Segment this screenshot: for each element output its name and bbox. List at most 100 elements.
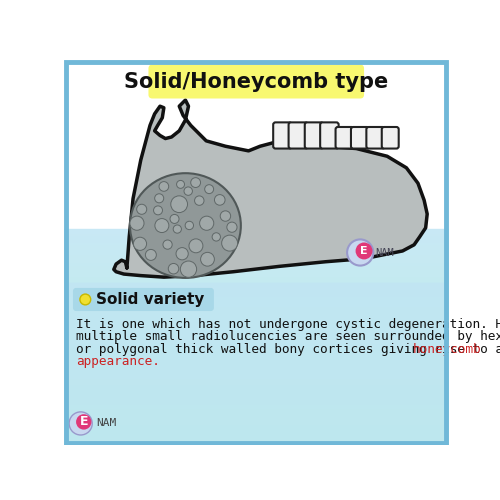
Bar [64, 437, 449, 440]
Bar [64, 310, 449, 313]
Circle shape [154, 206, 162, 215]
Bar [64, 424, 449, 426]
Circle shape [222, 235, 238, 251]
Circle shape [69, 412, 92, 435]
Circle shape [227, 222, 237, 232]
Ellipse shape [130, 173, 241, 278]
Circle shape [184, 187, 192, 196]
Bar [64, 388, 449, 391]
Bar [64, 256, 449, 259]
Circle shape [347, 240, 374, 266]
Bar [64, 402, 449, 404]
FancyBboxPatch shape [351, 127, 370, 148]
Bar [64, 346, 449, 348]
Polygon shape [114, 100, 427, 277]
Circle shape [171, 196, 188, 212]
Bar [64, 412, 449, 416]
Bar [64, 334, 449, 337]
Bar [64, 408, 449, 410]
Bar [64, 386, 449, 388]
FancyBboxPatch shape [64, 282, 449, 445]
FancyBboxPatch shape [366, 127, 385, 148]
Bar [64, 326, 449, 329]
Bar [64, 332, 449, 334]
Bar [64, 337, 449, 340]
Text: multiple small radiolucencies are seen surrounded by hexagonal: multiple small radiolucencies are seen s… [76, 330, 500, 344]
Text: It is one which has not undergone cystic degeneration. Hence: It is one which has not undergone cystic… [76, 318, 500, 331]
Bar [64, 416, 449, 418]
Text: appearance.: appearance. [76, 355, 160, 368]
Bar [64, 370, 449, 372]
FancyBboxPatch shape [288, 122, 308, 148]
Circle shape [189, 239, 203, 253]
Bar [64, 240, 449, 243]
Bar [64, 432, 449, 434]
Text: or polygonal thick walled bony cortices giving rise to a: or polygonal thick walled bony cortices … [76, 342, 500, 355]
Bar [64, 286, 449, 288]
FancyBboxPatch shape [73, 288, 214, 311]
Bar [64, 426, 449, 429]
Circle shape [190, 178, 200, 188]
Bar [64, 275, 449, 278]
Circle shape [170, 214, 179, 224]
Bar [64, 278, 449, 280]
FancyBboxPatch shape [148, 64, 364, 98]
Bar [64, 394, 449, 396]
Circle shape [194, 196, 204, 205]
Bar [64, 318, 449, 321]
Bar [64, 442, 449, 445]
Circle shape [163, 240, 172, 249]
Bar [64, 272, 449, 275]
Circle shape [173, 225, 182, 233]
Bar [64, 264, 449, 267]
Bar [64, 410, 449, 412]
Bar [64, 259, 449, 262]
Bar [64, 284, 449, 286]
Bar [64, 235, 449, 238]
Bar [64, 362, 449, 364]
Bar [64, 305, 449, 308]
Bar [64, 262, 449, 264]
Bar [64, 429, 449, 432]
Bar [64, 302, 449, 305]
Bar [64, 440, 449, 442]
Bar [64, 378, 449, 380]
Circle shape [220, 211, 230, 222]
Text: E: E [360, 246, 368, 256]
FancyBboxPatch shape [320, 122, 338, 148]
Bar [64, 280, 449, 283]
Bar [64, 391, 449, 394]
Bar [64, 292, 449, 294]
Bar [64, 297, 449, 300]
Bar [64, 254, 449, 256]
Bar [64, 321, 449, 324]
Circle shape [130, 216, 144, 230]
Bar [64, 380, 449, 383]
Bar [64, 324, 449, 326]
Bar [64, 243, 449, 246]
Text: Solid/Honeycomb type: Solid/Honeycomb type [124, 72, 388, 92]
Circle shape [214, 194, 225, 205]
Bar [64, 420, 449, 424]
Circle shape [180, 261, 196, 278]
Bar [64, 300, 449, 302]
Bar [64, 248, 449, 251]
Bar [64, 316, 449, 318]
Circle shape [159, 182, 168, 192]
Bar [64, 308, 449, 310]
Circle shape [204, 184, 214, 194]
Circle shape [185, 222, 194, 230]
Bar [64, 359, 449, 362]
Bar [64, 342, 449, 345]
Bar [64, 270, 449, 272]
FancyBboxPatch shape [382, 127, 398, 148]
Bar [64, 396, 449, 399]
Bar [64, 232, 449, 235]
Text: E: E [80, 416, 88, 428]
Circle shape [146, 250, 156, 260]
Bar [64, 246, 449, 248]
Circle shape [134, 237, 146, 250]
Bar [64, 288, 449, 292]
Bar [64, 354, 449, 356]
Circle shape [154, 194, 164, 203]
